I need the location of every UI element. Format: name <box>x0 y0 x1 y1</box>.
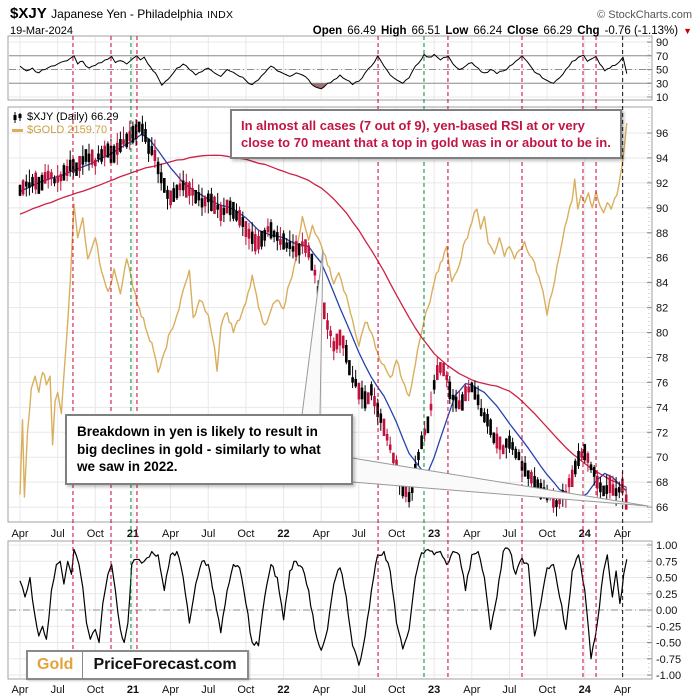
svg-text:90: 90 <box>656 203 668 215</box>
logo-gold-text: Gold <box>28 652 84 678</box>
open-value: 66.49 <box>347 25 376 37</box>
svg-text:90: 90 <box>656 37 668 49</box>
svg-text:Jul: Jul <box>352 684 366 696</box>
candlestick-icon <box>13 112 22 123</box>
svg-text:22: 22 <box>277 528 289 540</box>
panel-borders <box>7 35 653 680</box>
svg-text:30: 30 <box>656 78 668 90</box>
low-label: Low <box>445 25 469 37</box>
svg-text:Apr: Apr <box>11 684 28 696</box>
svg-text:80: 80 <box>656 328 668 340</box>
close-label: Close <box>507 25 539 37</box>
chart-header: $XJY Japanese Yen - Philadelphia INDX © … <box>0 0 700 37</box>
svg-text:Jul: Jul <box>502 528 516 540</box>
svg-text:23: 23 <box>428 684 440 696</box>
svg-text:96: 96 <box>656 128 668 140</box>
chevron-down-icon[interactable]: ▼ <box>683 26 692 36</box>
svg-text:0.00: 0.00 <box>656 605 677 617</box>
open-label: Open <box>312 25 343 37</box>
rsi-panel-series <box>19 53 628 90</box>
svg-text:82: 82 <box>656 303 668 315</box>
breakdown-annotation-box: Breakdown in yen is likely to result in … <box>65 414 353 485</box>
svg-text:Jul: Jul <box>201 684 215 696</box>
svg-text:-0.75: -0.75 <box>656 654 681 666</box>
svg-text:Jul: Jul <box>352 528 366 540</box>
chart-date: 19-Mar-2024 <box>10 25 73 37</box>
svg-text:0.25: 0.25 <box>656 589 677 601</box>
svg-text:Oct: Oct <box>388 528 405 540</box>
svg-text:66: 66 <box>656 502 668 514</box>
svg-text:23: 23 <box>428 528 440 540</box>
svg-text:21: 21 <box>127 684 139 696</box>
xjy-legend-text: $XJY (Daily) 66.29 <box>27 111 119 123</box>
correlation-panel-series <box>19 547 628 666</box>
instrument-name: Japanese Yen - Philadelphia <box>51 7 203 21</box>
svg-text:0.50: 0.50 <box>656 573 677 585</box>
svg-text:Oct: Oct <box>539 528 556 540</box>
svg-text:-0.25: -0.25 <box>656 621 681 633</box>
svg-text:70: 70 <box>656 452 668 464</box>
change-label: Chg <box>577 25 600 37</box>
svg-text:Jul: Jul <box>51 528 65 540</box>
svg-text:94: 94 <box>656 153 668 165</box>
svg-text:50: 50 <box>656 65 668 77</box>
svg-text:-1.00: -1.00 <box>656 670 681 682</box>
svg-text:Apr: Apr <box>313 528 330 540</box>
svg-text:24: 24 <box>579 684 592 696</box>
svg-text:Apr: Apr <box>463 684 480 696</box>
svg-text:Apr: Apr <box>313 684 330 696</box>
svg-text:Jul: Jul <box>201 528 215 540</box>
svg-text:Apr: Apr <box>162 684 179 696</box>
ticker-symbol: $XJY <box>10 5 47 22</box>
rsi-annotation-box: In almost all cases (7 out of 9), yen-ba… <box>230 109 622 160</box>
change-value: -0.76 (-1.13%) <box>604 25 679 37</box>
svg-text:Oct: Oct <box>237 684 254 696</box>
svg-text:22: 22 <box>277 684 289 696</box>
svg-text:1.00: 1.00 <box>656 540 677 552</box>
svg-text:Oct: Oct <box>237 528 254 540</box>
ohlc-quote-row: Open 66.49 High 66.51 Low 66.24 Close 66… <box>313 25 692 37</box>
price-panel-legend: $XJY (Daily) 66.29 $GOLD 2159.70 <box>12 111 119 137</box>
svg-text:0.75: 0.75 <box>656 556 677 568</box>
svg-text:Oct: Oct <box>87 528 104 540</box>
svg-text:Apr: Apr <box>614 684 631 696</box>
svg-text:70: 70 <box>656 51 668 63</box>
svg-text:Apr: Apr <box>11 528 28 540</box>
svg-text:Apr: Apr <box>162 528 179 540</box>
logo-site-text: PriceForecast.com <box>93 656 237 673</box>
svg-text:24: 24 <box>579 528 592 540</box>
svg-text:Apr: Apr <box>463 528 480 540</box>
svg-text:10: 10 <box>656 92 668 104</box>
svg-text:Oct: Oct <box>87 684 104 696</box>
svg-text:Oct: Oct <box>388 684 405 696</box>
svg-text:21: 21 <box>127 528 139 540</box>
svg-text:88: 88 <box>656 228 668 240</box>
svg-text:76: 76 <box>656 377 668 389</box>
svg-text:-0.50: -0.50 <box>656 638 681 650</box>
high-value: 66.51 <box>411 25 441 37</box>
stockcharts-copyright: © StockCharts.com <box>597 9 692 21</box>
svg-text:Oct: Oct <box>539 684 556 696</box>
chart-title: $XJY Japanese Yen - Philadelphia INDX <box>10 5 233 23</box>
svg-text:86: 86 <box>656 253 668 265</box>
gold-line-swatch <box>12 129 23 132</box>
exchange-label: INDX <box>207 9 234 21</box>
svg-text:84: 84 <box>656 278 668 290</box>
low-value: 66.24 <box>473 25 503 37</box>
gold-legend-text: $GOLD 2159.70 <box>27 124 108 136</box>
svg-text:92: 92 <box>656 178 668 190</box>
close-value: 66.29 <box>543 25 573 37</box>
svg-text:74: 74 <box>656 402 668 414</box>
high-label: High <box>380 25 407 37</box>
svg-text:72: 72 <box>656 427 668 439</box>
svg-text:Jul: Jul <box>51 684 65 696</box>
svg-text:78: 78 <box>656 352 668 364</box>
svg-text:Jul: Jul <box>502 684 516 696</box>
priceforecast-logo[interactable]: Gold PriceForecast.com <box>26 650 249 680</box>
svg-text:68: 68 <box>656 477 668 489</box>
